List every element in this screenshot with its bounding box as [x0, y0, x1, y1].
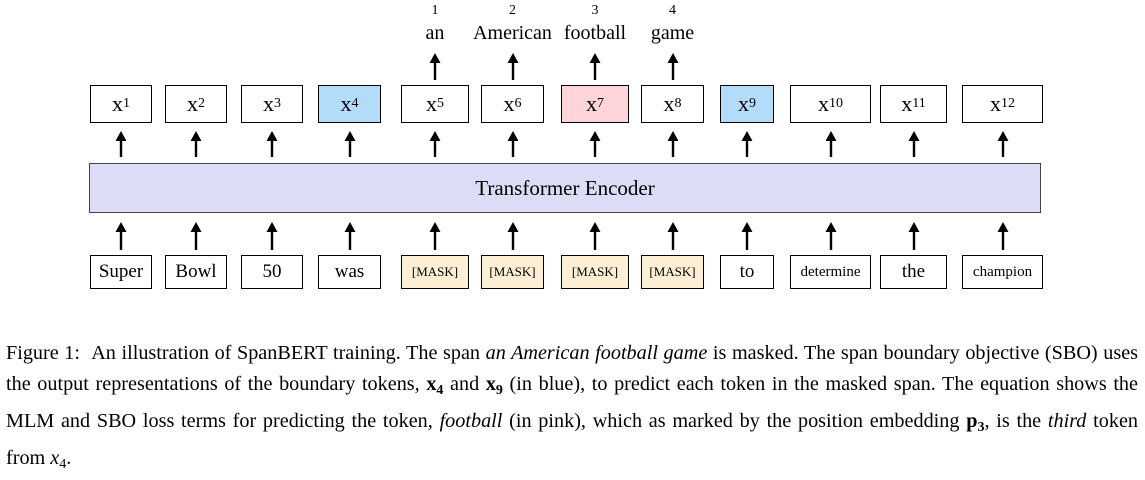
- up-arrow: [908, 131, 919, 157]
- up-arrow: [115, 222, 127, 250]
- span-position-label: 4: [669, 3, 676, 18]
- caption-x4: x4: [426, 373, 444, 398]
- transformer-encoder-block: Transformer Encoder: [89, 163, 1041, 213]
- input-token-box: Bowl: [165, 255, 227, 289]
- caption-x9: x9: [485, 373, 503, 398]
- figure-caption: Figure 1: An illustration of SpanBERT tr…: [6, 338, 1138, 480]
- predicted-word: American: [473, 22, 552, 44]
- figure-label: Figure 1:: [6, 342, 81, 364]
- caption-text: , is the: [984, 410, 1048, 432]
- caption-text: .: [66, 447, 72, 469]
- mask-token-box: [MASK]: [481, 255, 544, 289]
- up-arrow: [507, 131, 518, 157]
- input-token-box: was: [318, 255, 381, 289]
- caption-text: and: [443, 373, 486, 395]
- caption-football-italic: football: [439, 410, 503, 432]
- mask-token-box: [MASK]: [561, 255, 629, 289]
- up-arrow: [667, 222, 678, 250]
- up-arrow: [344, 131, 355, 157]
- caption-x4-italic: x4: [50, 447, 67, 472]
- input-token-box: determine: [790, 255, 871, 289]
- output-token-box: x 11: [880, 85, 947, 123]
- up-arrow: [667, 131, 678, 157]
- up-arrow: [344, 222, 355, 250]
- output-token-box: x 12: [962, 85, 1043, 123]
- up-arrow: [190, 131, 202, 157]
- input-token-box: 50: [241, 255, 303, 289]
- up-arrow: [429, 222, 441, 250]
- input-token-box: Super: [90, 255, 152, 289]
- span-position-label: 3: [591, 3, 599, 18]
- predicted-word: an: [425, 22, 445, 44]
- mask-token-box: [MASK]: [641, 255, 704, 289]
- up-arrow: [997, 131, 1008, 157]
- caption-text: is masked. The span boundary objective (…: [6, 342, 1139, 395]
- predicted-word: game: [650, 22, 695, 44]
- span-position-label: 1: [431, 3, 439, 18]
- up-arrow: [507, 53, 518, 80]
- encoder-label: Transformer Encoder: [475, 175, 655, 200]
- up-arrow: [115, 131, 127, 157]
- up-arrow: [507, 222, 518, 250]
- up-arrow: [589, 222, 601, 250]
- caption-third-italic: third: [1047, 410, 1087, 432]
- input-token-box: the: [880, 255, 947, 289]
- up-arrow: [741, 131, 753, 157]
- input-token-box: to: [720, 255, 774, 289]
- up-arrow: [908, 222, 919, 250]
- up-arrow: [825, 131, 836, 157]
- caption-p3: p3: [966, 410, 985, 435]
- caption-text: An illustration of SpanBERT training. Th…: [91, 342, 486, 364]
- caption-text: (in pink), which as marked by the positi…: [502, 410, 967, 432]
- mask-token-box: [MASK]: [401, 255, 469, 289]
- up-arrow: [589, 53, 601, 80]
- up-arrow: [667, 53, 678, 80]
- up-arrow: [825, 222, 836, 250]
- up-arrow: [429, 53, 441, 80]
- up-arrow: [190, 222, 202, 250]
- caption-text: (in blue), to predict each token in the …: [6, 373, 1138, 432]
- predicted-word: football: [563, 22, 627, 44]
- up-arrow: [741, 222, 753, 250]
- up-arrow: [266, 222, 278, 250]
- up-arrow: [997, 222, 1008, 250]
- span-position-label: 2: [509, 3, 516, 18]
- caption-span-italic: an American football game: [485, 342, 708, 364]
- output-token-box: x 10: [790, 85, 871, 123]
- input-token-box: champion: [962, 255, 1043, 289]
- up-arrow: [429, 131, 441, 157]
- up-arrow: [266, 131, 278, 157]
- up-arrow: [589, 131, 601, 157]
